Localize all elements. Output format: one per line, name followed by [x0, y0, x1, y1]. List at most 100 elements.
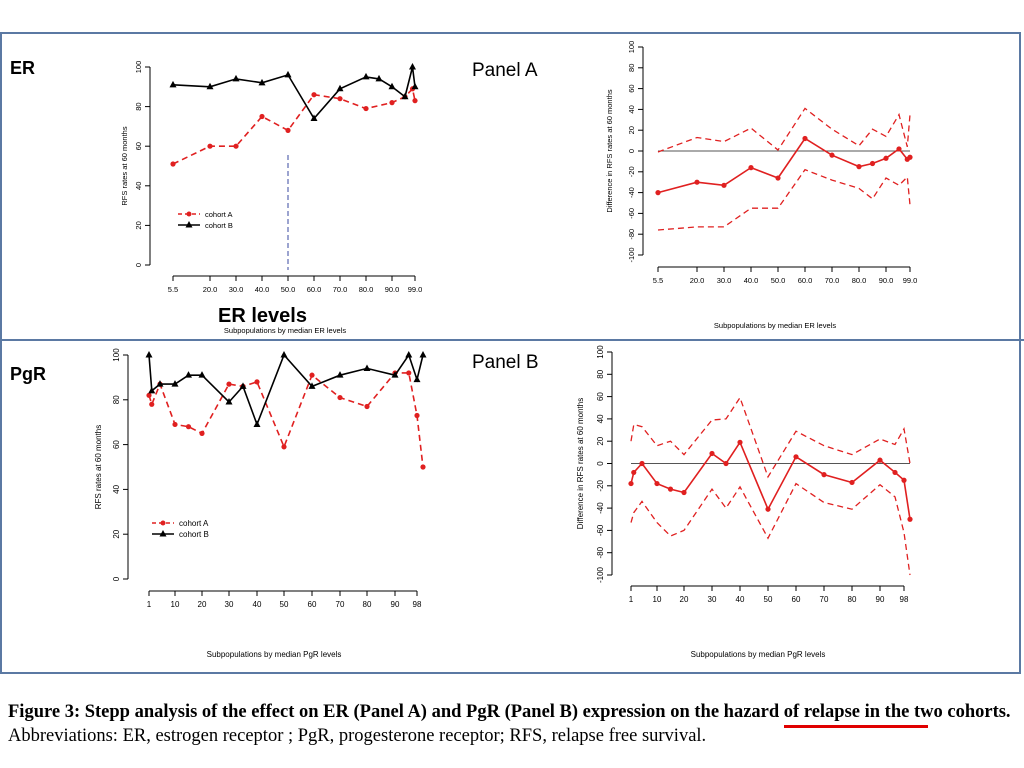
- cohort-a-point: [414, 412, 420, 419]
- difference-point: [856, 164, 862, 170]
- x-tick-label: 98: [900, 595, 909, 604]
- y-tick-label: -60: [627, 208, 636, 219]
- cohort-a-point: [281, 444, 287, 450]
- caption-bold: Figure 3: Stepp analysis of the effect o…: [8, 702, 1011, 722]
- cohort-b-point: [232, 74, 240, 82]
- difference-point: [748, 165, 754, 171]
- cohort-a-point: [364, 403, 370, 410]
- legend-label: cohort B: [205, 221, 233, 230]
- x-tick-label: 20.0: [690, 276, 705, 285]
- cohort-a-point: [146, 392, 152, 398]
- difference-point: [721, 182, 727, 188]
- cohort-b-point: [308, 382, 316, 389]
- y-tick-label: -40: [596, 502, 605, 514]
- cohort-a-point: [389, 100, 395, 106]
- difference-point: [723, 460, 729, 467]
- x-tick-label: 30: [225, 600, 234, 609]
- difference-point: [821, 472, 827, 478]
- cohort-b-point: [310, 114, 318, 121]
- difference-point: [793, 454, 799, 460]
- difference-point: [631, 469, 637, 476]
- x-tick-label: 99.0: [903, 276, 918, 285]
- x-tick-label: 70: [336, 600, 345, 609]
- difference-point: [655, 190, 661, 196]
- difference-point: [775, 175, 781, 181]
- panel-b-title: Panel B: [472, 352, 539, 373]
- cohort-b-point: [258, 78, 266, 86]
- y-axis-label: Difference in RFS rates at 60 months: [576, 398, 585, 529]
- cohort-b-point: [409, 63, 416, 70]
- cohort-a-point: [309, 372, 315, 378]
- cohort-b-point: [391, 371, 399, 378]
- y-tick-label: -80: [596, 546, 605, 558]
- cohort-b-point: [405, 351, 413, 358]
- cohort-a-point: [254, 379, 260, 385]
- lower-series-line: [657, 168, 911, 231]
- cohort-a-point: [207, 143, 213, 149]
- x-tick-label: 80: [848, 595, 857, 604]
- cohort-b-point: [375, 74, 383, 82]
- x-tick-label: 60.0: [798, 276, 813, 285]
- cohort-b-point: [411, 82, 419, 90]
- legend-marker: [185, 221, 193, 228]
- difference-point: [869, 160, 876, 167]
- difference-point: [907, 154, 913, 160]
- y-tick-label: 20: [112, 529, 121, 538]
- cohort-a-point: [412, 98, 418, 104]
- cohort-a-point: [149, 401, 155, 407]
- difference-series-line: [630, 440, 911, 520]
- y-tick-label: -20: [627, 166, 636, 177]
- x-tick-label: 1: [629, 595, 634, 604]
- x-tick-label: 99.0: [408, 285, 423, 294]
- x-axis-label: Subpopulations by median ER levels: [224, 326, 346, 335]
- cohort-b-point: [206, 82, 214, 90]
- x-tick-label: 90.0: [879, 276, 894, 285]
- y-tick-label: -100: [627, 247, 636, 262]
- cohort-a-point: [406, 370, 412, 376]
- x-tick-label: 20.0: [203, 285, 218, 294]
- upper-series-line: [630, 396, 911, 479]
- x-tick-label: 60: [308, 600, 317, 609]
- difference-point: [639, 460, 645, 467]
- x-tick-label: 50.0: [771, 276, 786, 285]
- upper-series-line: [657, 107, 911, 153]
- x-axis-label: Subpopulations by median PgR levels: [207, 650, 342, 659]
- difference-point: [709, 450, 715, 457]
- x-tick-label: 80.0: [359, 285, 374, 294]
- cohort-b-point: [413, 375, 421, 383]
- x-tick-label: 10: [171, 600, 180, 609]
- x-tick-label: 70: [820, 595, 829, 604]
- y-tick-label: -80: [627, 229, 636, 240]
- y-tick-label: 20: [134, 221, 143, 229]
- cohort-b-point: [171, 380, 179, 387]
- cohort-b-point: [169, 80, 177, 88]
- y-tick-label: 40: [627, 105, 636, 113]
- y-tick-label: 20: [627, 126, 636, 134]
- cohort-a-point: [172, 421, 178, 428]
- y-tick-label: 100: [112, 348, 121, 362]
- x-tick-label: 80.0: [852, 276, 867, 285]
- cohort-b-point: [363, 364, 371, 371]
- difference-point: [681, 489, 687, 496]
- y-tick-label: 40: [134, 182, 143, 190]
- cohort-a-point: [170, 161, 176, 167]
- x-tick-label: 10: [653, 595, 662, 604]
- cohort-a-point: [420, 464, 426, 470]
- difference-point: [849, 479, 855, 486]
- cohort-b-point: [239, 382, 247, 389]
- difference-point: [667, 486, 674, 492]
- y-tick-label: 80: [112, 395, 121, 404]
- legend-label: cohort B: [179, 530, 209, 539]
- x-tick-label: 20: [198, 600, 207, 609]
- x-tick-label: 70.0: [825, 276, 840, 285]
- difference-point: [896, 146, 902, 152]
- y-tick-label: -100: [596, 566, 605, 583]
- cohort-b-point: [280, 351, 288, 358]
- x-tick-label: 80: [363, 600, 372, 609]
- difference-point: [654, 480, 660, 487]
- x-tick-label: 30.0: [717, 276, 732, 285]
- cohort-a-point: [259, 113, 265, 120]
- cohort-b-point: [148, 386, 156, 394]
- difference-point: [907, 516, 913, 522]
